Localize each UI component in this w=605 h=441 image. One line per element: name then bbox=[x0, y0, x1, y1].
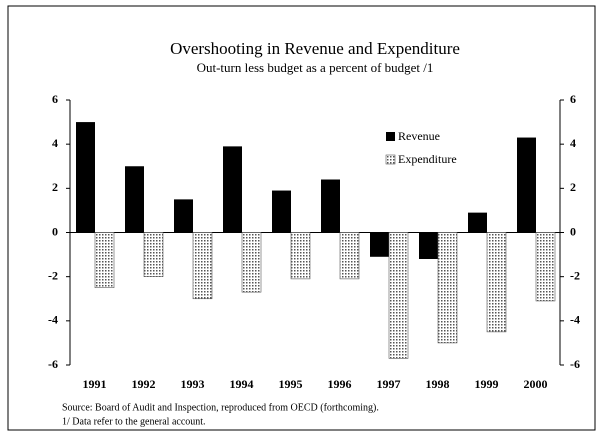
source-note: Source: Board of Audit and Inspection, r… bbox=[62, 402, 379, 413]
y2-tick-label: -2 bbox=[570, 268, 580, 282]
y-tick-label: 0 bbox=[52, 224, 58, 238]
bar bbox=[468, 212, 487, 233]
x-tick-label: 1998 bbox=[426, 377, 450, 391]
bar bbox=[223, 146, 242, 233]
x-tick-label: 1999 bbox=[475, 377, 499, 391]
y-tick-label: -6 bbox=[48, 357, 58, 371]
bar bbox=[321, 179, 340, 233]
frame bbox=[7, 5, 596, 431]
bar bbox=[419, 232, 438, 259]
bar bbox=[272, 190, 291, 233]
bar bbox=[125, 166, 144, 233]
bar bbox=[174, 199, 193, 233]
y2-tick-label: 6 bbox=[570, 92, 576, 106]
x-tick-label: 1991 bbox=[83, 377, 107, 391]
bar bbox=[290, 232, 311, 280]
footnote: 1/ Data refer to the general account. bbox=[62, 416, 206, 427]
x-tick-label: 1997 bbox=[377, 377, 401, 391]
y-tick-label: 4 bbox=[52, 136, 58, 150]
bar bbox=[76, 122, 95, 233]
bar bbox=[94, 232, 115, 289]
bar bbox=[370, 232, 389, 257]
y-tick-label: 2 bbox=[52, 180, 58, 194]
chart-title: Overshooting in Revenue and Expenditure bbox=[170, 39, 460, 58]
bar bbox=[437, 232, 458, 344]
bar bbox=[241, 232, 262, 293]
legend-label: Revenue bbox=[398, 129, 440, 143]
y-tick-label: -4 bbox=[48, 313, 58, 327]
bar bbox=[486, 232, 507, 333]
x-tick-label: 2000 bbox=[524, 377, 548, 391]
x-tick-label: 1994 bbox=[230, 377, 254, 391]
bar bbox=[143, 232, 164, 277]
y2-tick-label: -6 bbox=[570, 357, 580, 371]
x-tick-label: 1996 bbox=[328, 377, 352, 391]
bar bbox=[339, 232, 360, 280]
y-tick-label: -2 bbox=[48, 268, 58, 282]
y2-tick-label: 4 bbox=[570, 136, 576, 150]
bar bbox=[388, 232, 409, 359]
y2-tick-label: 2 bbox=[570, 180, 576, 194]
y2-tick-label: -4 bbox=[570, 313, 580, 327]
chart-subtitle: Out-turn less budget as a percent of bud… bbox=[197, 60, 434, 75]
y2-tick-label: 0 bbox=[570, 224, 576, 238]
legend-swatch bbox=[386, 132, 395, 141]
x-tick-label: 1993 bbox=[181, 377, 205, 391]
bar bbox=[192, 232, 213, 300]
y-tick-label: 6 bbox=[52, 92, 58, 106]
legend-swatch bbox=[385, 154, 396, 165]
x-tick-label: 1995 bbox=[279, 377, 303, 391]
bar bbox=[535, 232, 556, 302]
legend-label: Expenditure bbox=[398, 152, 457, 166]
x-tick-label: 1992 bbox=[132, 377, 156, 391]
bar bbox=[517, 137, 536, 233]
